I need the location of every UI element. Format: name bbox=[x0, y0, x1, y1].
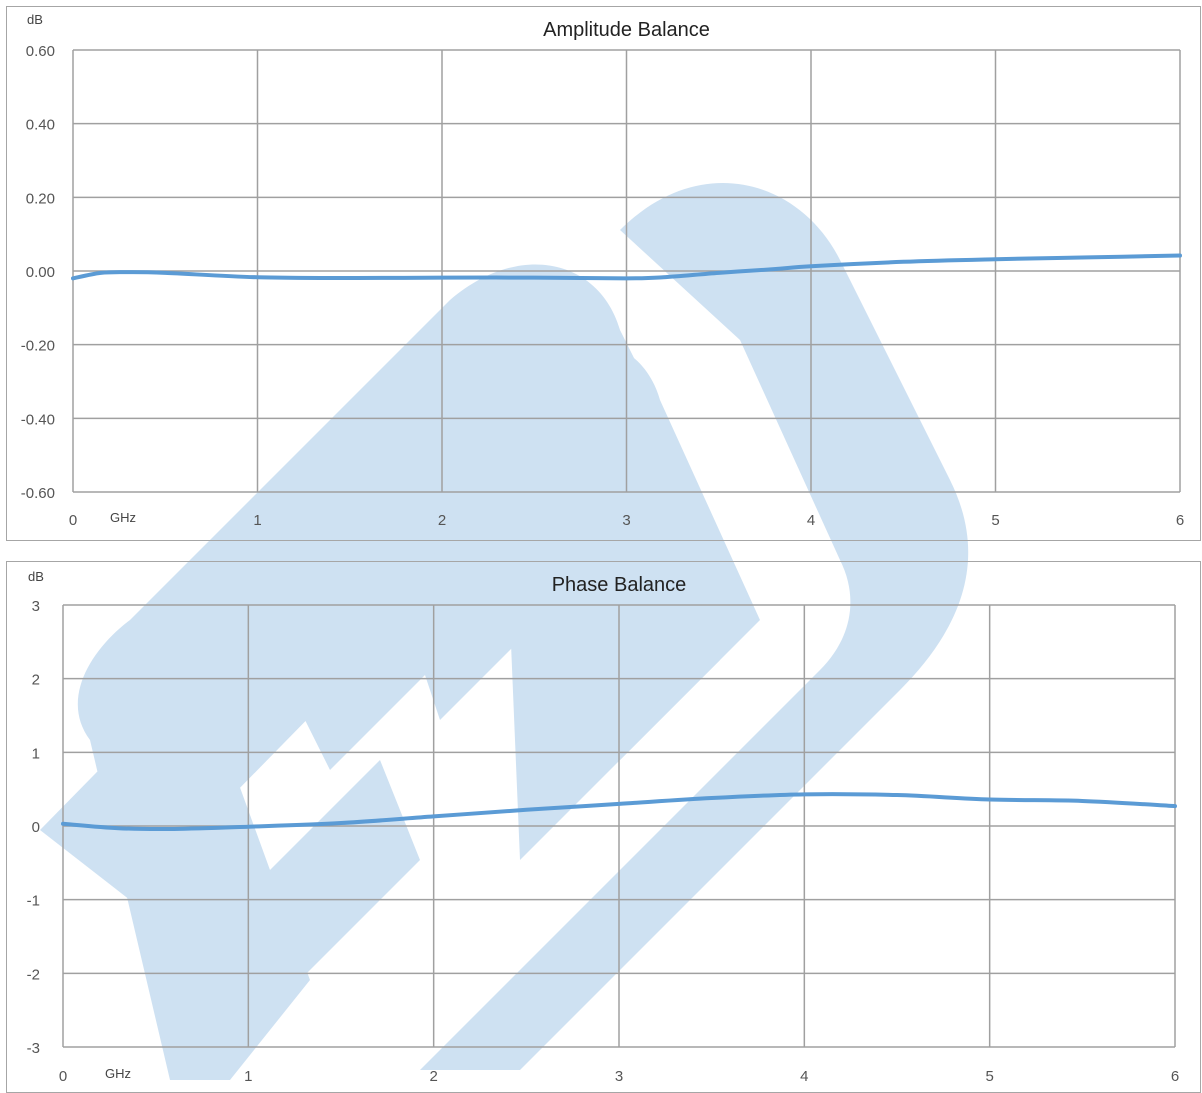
y-tick-label: 0.40 bbox=[26, 117, 55, 134]
y-tick-label: 0.20 bbox=[26, 190, 55, 207]
x-tick-label: 5 bbox=[991, 512, 999, 529]
x-tick-label: 0 bbox=[69, 512, 77, 529]
y-tick-label: 2 bbox=[32, 672, 40, 689]
y-tick-label: 0.00 bbox=[26, 264, 55, 281]
y-tick-label: -1 bbox=[27, 893, 40, 910]
x-tick-label: 4 bbox=[800, 1068, 808, 1085]
x-tick-label: 5 bbox=[985, 1068, 993, 1085]
x-tick-label: 3 bbox=[615, 1068, 623, 1085]
chart-title: Amplitude Balance bbox=[543, 19, 710, 41]
x-tick-label: 2 bbox=[429, 1068, 437, 1085]
x-axis-label: GHz bbox=[110, 510, 136, 525]
y-tick-label: -0.40 bbox=[21, 411, 55, 428]
y-tick-label: 3 bbox=[32, 598, 40, 615]
grid bbox=[62, 604, 1176, 1048]
watermark-shape-3 bbox=[500, 340, 760, 860]
x-axis-label: GHz bbox=[105, 1066, 131, 1081]
y-axis-label: dB bbox=[28, 569, 44, 584]
x-tick-label: 0 bbox=[59, 1068, 67, 1085]
chart-frame bbox=[6, 6, 1201, 541]
x-tick-label: 1 bbox=[253, 512, 261, 529]
y-tick-label: 0.60 bbox=[26, 43, 55, 60]
phase-balance-chart: Phase Balance dB -3 -2 -1 0 1 2 3 0 1 2 3 4 5 6 GHz bbox=[0, 561, 1202, 1093]
series-line-0 bbox=[61, 792, 1177, 832]
y-tick-label: -3 bbox=[27, 1040, 40, 1057]
y-tick-label: -0.60 bbox=[21, 485, 55, 502]
x-tick-label: 3 bbox=[622, 512, 630, 529]
watermark-shape-6 bbox=[240, 760, 420, 980]
y-tick-label: -0.20 bbox=[21, 338, 55, 355]
series-line-0 bbox=[71, 253, 1182, 281]
chart-title: Phase Balance bbox=[552, 574, 687, 596]
watermark-shape-5 bbox=[600, 600, 720, 760]
x-tick-label: 4 bbox=[807, 512, 815, 529]
y-tick-label: 1 bbox=[32, 745, 40, 762]
watermark-shape-2 bbox=[290, 520, 500, 770]
y-tick-label: -2 bbox=[27, 966, 40, 983]
amplitude-balance-chart: Amplitude Balance dB -0.60 -0.40 -0.20 0.00 0.… bbox=[0, 6, 1202, 541]
watermark-shape-4 bbox=[420, 182, 969, 1070]
x-tick-label: 1 bbox=[244, 1068, 252, 1085]
grid bbox=[72, 49, 1181, 493]
x-tick-label: 6 bbox=[1171, 1068, 1179, 1085]
x-tick-label: 2 bbox=[438, 512, 446, 529]
watermark-shapes bbox=[40, 182, 969, 1081]
y-axis-label: dB bbox=[27, 12, 43, 27]
x-tick-label: 6 bbox=[1176, 512, 1184, 529]
y-tick-label: 0 bbox=[32, 819, 40, 836]
